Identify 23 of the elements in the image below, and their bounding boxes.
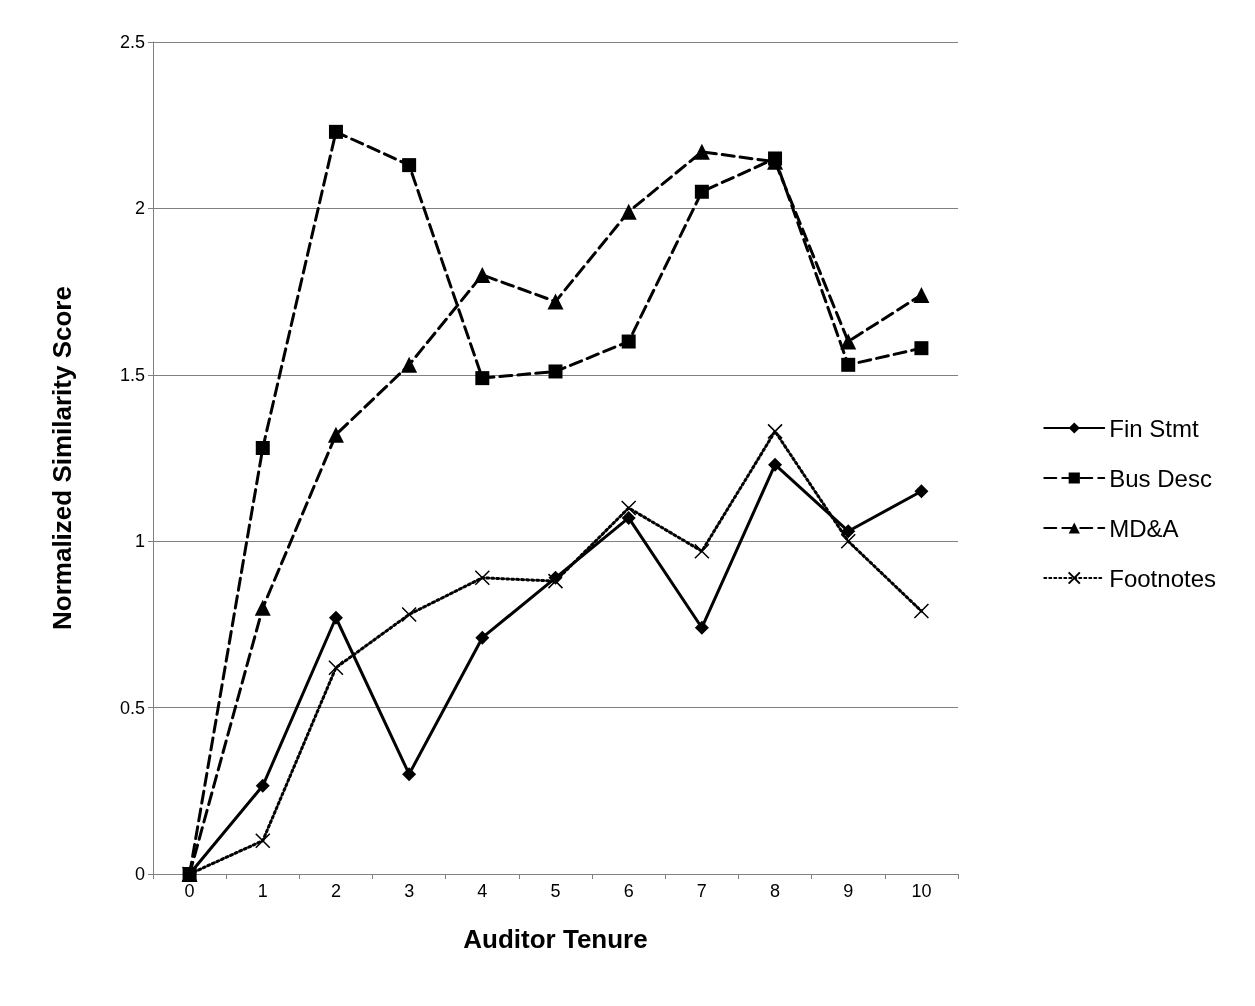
legend-label: MD&A — [1109, 514, 1179, 542]
x-tick-label: 2 — [330, 881, 341, 901]
x-axis-title: Auditor Tenure — [463, 924, 648, 954]
y-tick-label: 1 — [134, 531, 145, 552]
x-tick-label: 1 — [257, 881, 268, 901]
x-tick-label: 4 — [477, 881, 488, 901]
x-tick-label: 0 — [184, 881, 195, 901]
legend-label: Fin Stmt — [1109, 414, 1199, 442]
x-tick-label: 5 — [550, 881, 561, 901]
y-tick-label: 2 — [134, 198, 145, 219]
x-tick-label: 8 — [770, 881, 781, 901]
y-tick-label: 0.5 — [119, 697, 145, 718]
x-tick-label: 3 — [404, 881, 415, 901]
y-tick-label: 2.5 — [119, 32, 145, 52]
y-tick-label: 0 — [134, 864, 145, 884]
legend-label: Footnotes — [1109, 564, 1216, 592]
x-tick-label: 7 — [696, 881, 707, 901]
y-tick-label: 1.5 — [119, 364, 145, 385]
x-tick-label: 9 — [843, 881, 854, 901]
x-tick-label: 10 — [911, 881, 932, 901]
y-axis-title: Normalized Similarity Score — [47, 286, 77, 630]
legend-label: Bus Desc — [1109, 464, 1212, 492]
x-tick-label: 6 — [623, 881, 634, 901]
